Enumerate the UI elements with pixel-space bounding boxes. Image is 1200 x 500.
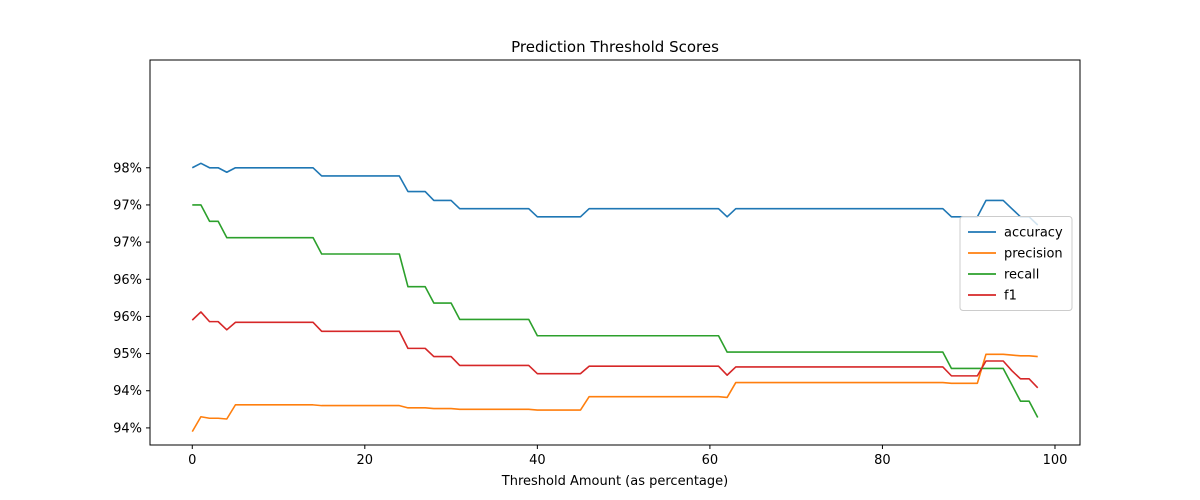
- y-axis: 94% 94% 95% 96% 96% 97% 97% 98%: [113, 161, 150, 436]
- x-tick-label: 80: [874, 453, 891, 468]
- x-tick-label: 40: [529, 453, 546, 468]
- x-axis-label: Threshold Amount (as percentage): [501, 474, 728, 489]
- y-tick-label: 94%: [113, 384, 142, 399]
- legend: accuracy precision recall f1: [959, 216, 1073, 311]
- series-line-accuracy: [191, 162, 1039, 226]
- series-line-recall: [192, 204, 1039, 418]
- chart-title: Prediction Threshold Scores: [511, 38, 719, 56]
- y-tick-label: 97%: [113, 236, 142, 251]
- y-tick-label: 97%: [113, 198, 142, 213]
- series-line-precision: [191, 353, 1038, 433]
- legend-label-recall: recall: [1004, 268, 1039, 283]
- series-line-f1: [191, 311, 1039, 389]
- legend-label-precision: precision: [1004, 247, 1063, 262]
- x-tick-label: 60: [702, 453, 719, 468]
- y-tick-label: 96%: [113, 273, 142, 288]
- y-tick-label: 94%: [113, 421, 142, 436]
- legend-label-accuracy: accuracy: [1004, 226, 1063, 241]
- series-layer: [191, 162, 1039, 433]
- plot-frame: [149, 59, 1081, 446]
- legend-box: [959, 216, 1073, 311]
- x-tick-label: 0: [188, 453, 196, 468]
- x-axis: 0 20 40 60 80 100: [188, 445, 1067, 468]
- y-tick-label: 98%: [113, 161, 142, 176]
- x-tick-label: 20: [357, 453, 374, 468]
- x-tick-label: 100: [1043, 453, 1068, 468]
- y-tick-label: 96%: [113, 310, 142, 325]
- legend-label-f1: f1: [1004, 289, 1017, 304]
- y-tick-label: 95%: [113, 347, 142, 362]
